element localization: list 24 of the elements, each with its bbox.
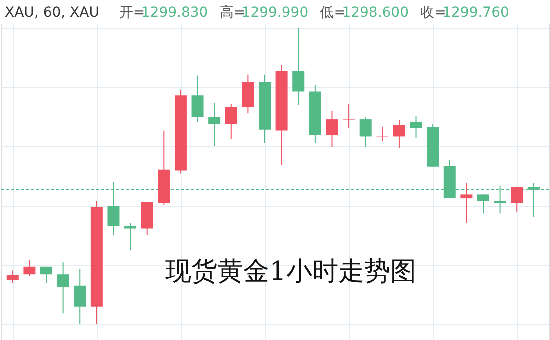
candlestick	[511, 186, 524, 212]
candlestick	[410, 116, 422, 139]
candlestick	[393, 120, 406, 148]
candlestick	[292, 28, 305, 106]
candlestick	[24, 260, 36, 277]
text: 收=1299.760	[420, 5, 510, 21]
candlestick	[6, 270, 19, 284]
candlestick	[326, 110, 338, 148]
text: 低=1298.600	[320, 5, 410, 21]
candlestick	[124, 222, 137, 252]
candlestick	[208, 102, 221, 147]
candlestick	[40, 266, 53, 284]
candlestick	[225, 104, 238, 140]
candlestick	[477, 194, 490, 214]
text: 现货黄金1小时走势图	[166, 257, 416, 287]
candlestick	[57, 262, 70, 314]
text: 高=1299.990	[220, 5, 309, 21]
candlestick	[343, 104, 356, 129]
candlestick	[74, 268, 86, 325]
text: 开=1299.830	[119, 5, 208, 21]
candlestick	[460, 182, 473, 224]
text: XAU, 60, XAU	[5, 5, 100, 21]
candlestick	[192, 75, 204, 123]
candlestick	[360, 116, 372, 148]
